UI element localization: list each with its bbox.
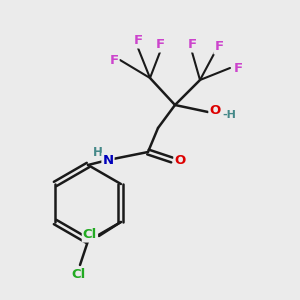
Text: H: H xyxy=(93,146,103,158)
Text: F: F xyxy=(134,34,142,47)
Text: F: F xyxy=(155,38,165,52)
Text: O: O xyxy=(209,104,220,118)
Text: F: F xyxy=(214,40,224,53)
Text: F: F xyxy=(188,38,196,52)
Text: F: F xyxy=(110,53,118,67)
Text: O: O xyxy=(174,154,186,166)
Text: F: F xyxy=(233,61,243,74)
Text: N: N xyxy=(102,154,114,166)
Text: -H: -H xyxy=(222,110,236,120)
Text: Cl: Cl xyxy=(71,268,85,281)
Text: Cl: Cl xyxy=(83,229,97,242)
